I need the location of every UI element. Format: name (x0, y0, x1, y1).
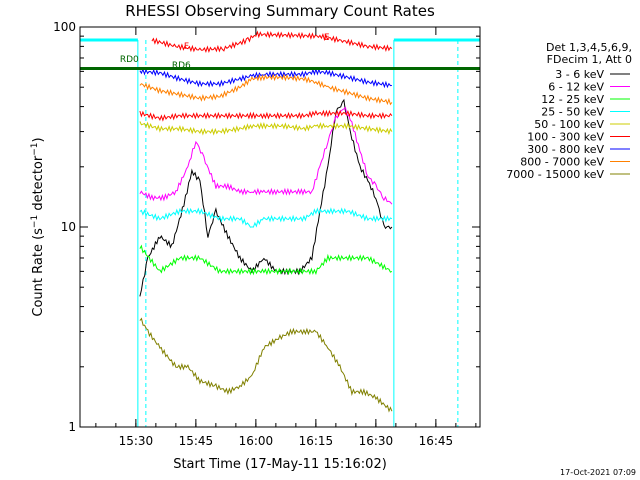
legend-label-3: 25 - 50 keV (541, 106, 604, 119)
legend-label-2: 12 - 25 keV (541, 93, 604, 106)
legend-header-0: Det 1,3,4,5,6,9, (546, 41, 632, 54)
annotation-f: F (184, 42, 189, 52)
generated-timestamp: 17-Oct-2021 07:09 (560, 468, 636, 477)
chart-title: RHESSI Observing Summary Count Rates (125, 2, 435, 20)
x-tick-label-1: 15:45 (179, 434, 214, 448)
x-tick-label-2: 16:00 (239, 434, 274, 448)
series-line-6 (139, 67, 392, 89)
x-tick-label-4: 16:30 (359, 434, 394, 448)
series-layer (79, 30, 480, 413)
annotation-e: E (324, 33, 330, 43)
y-axis-label: Count Rate (s−1 detector−1) (30, 137, 46, 316)
series-line-4 (139, 121, 393, 136)
x-axis-label: Start Time (17-May-11 15:16:02) (173, 457, 387, 472)
x-tick-label-5: 16:45 (419, 434, 454, 448)
series-line-5 (139, 109, 393, 122)
legend-label-0: 3 - 6 keV (555, 68, 604, 81)
legend: Det 1,3,4,5,6,9,FDecim 1, Att 0 3 - 6 keV… (506, 41, 632, 181)
annotation-rd0: RD0 (120, 55, 139, 65)
series-line-8 (139, 317, 393, 413)
annotations-layer: RD0 RD6 F E (120, 33, 330, 71)
legend-header-1: FDecim 1, Att 0 (547, 53, 632, 66)
legend-label-7: 800 - 7000 keV (520, 156, 604, 169)
annotation-rd6: RD6 (172, 61, 191, 71)
legend-label-5: 100 - 300 keV (527, 131, 604, 144)
legend-label-6: 300 - 800 keV (527, 143, 604, 156)
legend-label-4: 50 - 100 keV (534, 118, 604, 131)
series-line-3 (139, 207, 393, 228)
legend-label-1: 6 - 12 keV (548, 81, 604, 94)
series-line-2 (139, 244, 393, 276)
series-line-1 (139, 106, 393, 205)
series-line-7 (139, 73, 393, 106)
y-tick-label-2: 100 (53, 20, 76, 34)
y-tick-label-0: 1 (68, 420, 76, 434)
x-tick-label-3: 16:15 (299, 434, 334, 448)
y-tick-label-1: 10 (61, 220, 76, 234)
legend-label-8: 7000 - 15000 keV (506, 168, 604, 181)
series-line-9 (151, 30, 393, 54)
plot-frame (79, 26, 481, 428)
night-shading-layer (80, 38, 480, 427)
x-tick-label-0: 15:30 (119, 434, 154, 448)
axes-layer: 15:30 15:45 16:00 16:15 16:30 16:45 1 10 100 (53, 20, 480, 448)
series-line-0 (139, 98, 393, 297)
